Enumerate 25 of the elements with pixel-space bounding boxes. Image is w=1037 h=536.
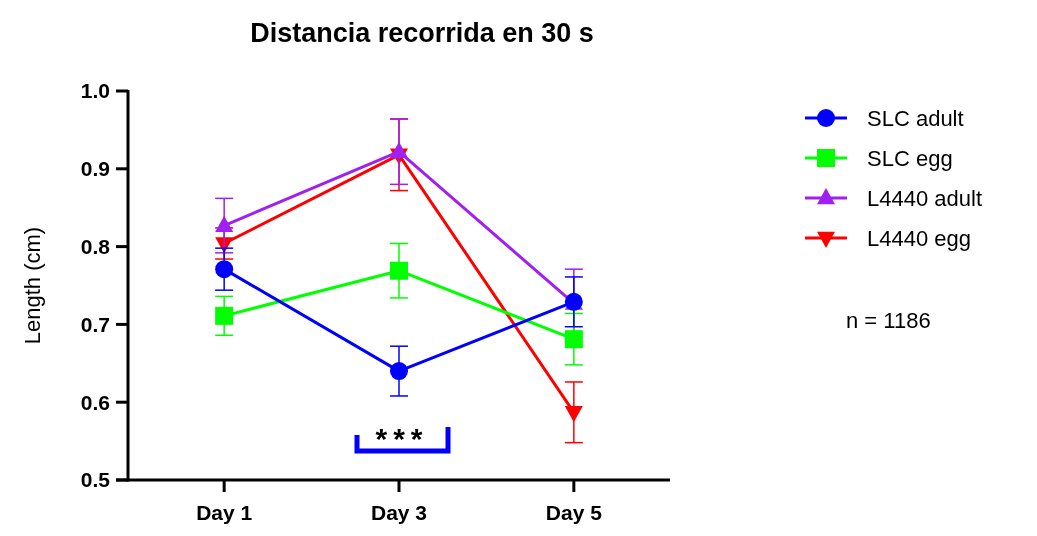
text: n = 1186 <box>846 308 931 333</box>
y-tick-label: 1.0 <box>80 79 110 103</box>
x-tick-label: Day 1 <box>196 501 253 524</box>
point <box>390 141 408 158</box>
y-tick-label: 0.5 <box>80 468 111 492</box>
y-tick-label: 0.6 <box>80 390 110 414</box>
chart-title: Distancia recorrida en 30 s <box>250 18 594 48</box>
legend-label: SLC adult <box>867 105 964 131</box>
y-tick-label: 0.7 <box>80 312 110 336</box>
point <box>215 306 234 325</box>
point <box>564 330 583 349</box>
point <box>390 261 408 280</box>
x-tick-label: Day 3 <box>370 501 428 524</box>
point <box>215 260 234 279</box>
point <box>215 215 234 232</box>
point <box>390 362 408 381</box>
point <box>564 406 583 423</box>
legend-label: L4440 adult <box>867 185 982 211</box>
y-axis-title: Length (cm) <box>20 226 45 345</box>
x-tick-label: Day 5 <box>545 501 603 524</box>
y-tick-label: 0.8 <box>80 234 111 258</box>
annotation: *** <box>375 422 429 455</box>
legend-label: SLC egg <box>867 145 953 171</box>
y-tick-label: 0.9 <box>80 157 110 181</box>
legend-label: L4440 egg <box>867 225 971 251</box>
